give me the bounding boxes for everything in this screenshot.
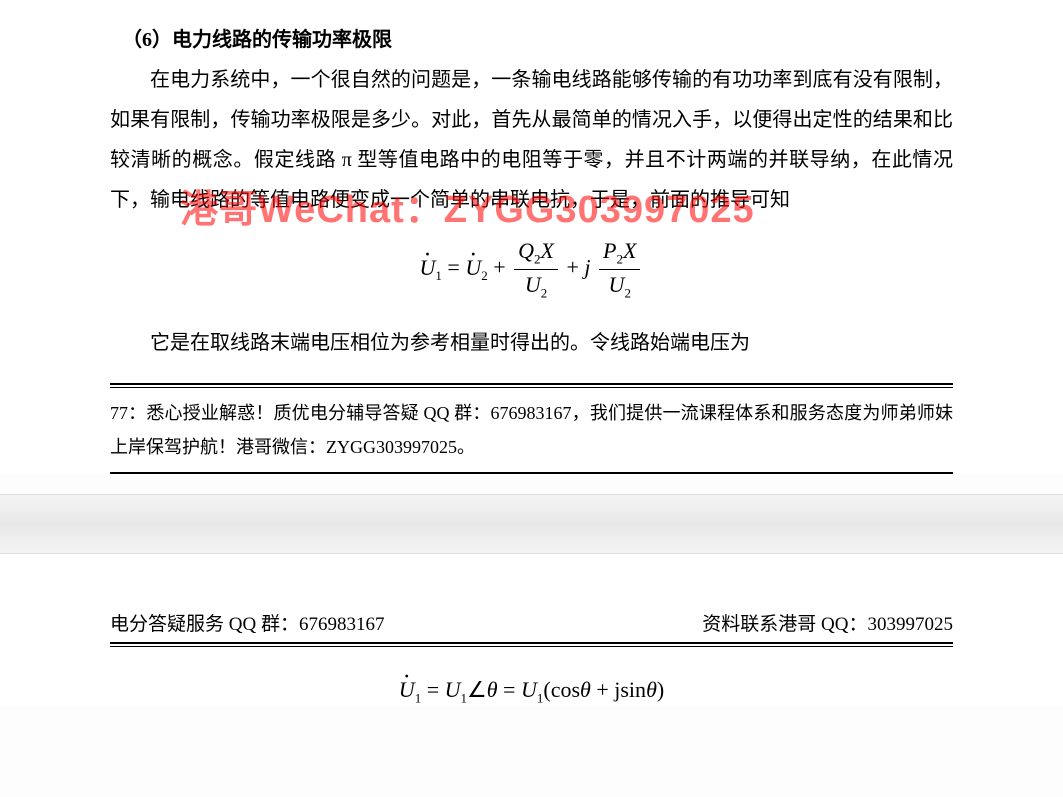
page2-header: 电分答疑服务 QQ 群：676983167 资料联系港哥 QQ：30399702… <box>110 609 953 642</box>
section-title-text: 电力线路的传输功率极限 <box>172 29 392 51</box>
equation-2: U1 = U1∠θ = U1(cosθ + jsinθ) <box>110 677 953 706</box>
eq1-frac2: P2X U2 <box>599 238 640 301</box>
page-1: （6）电力线路的传输功率极限 港哥WeChat：ZYGG303997025 在电… <box>0 0 1063 474</box>
section-number: （6） <box>122 29 172 51</box>
section-heading: （6）电力线路的传输功率极限 <box>110 20 953 60</box>
paragraph-2: 它是在取线路末端电压相位为参考相量时得出的。令线路始端电压为 <box>110 323 953 363</box>
eq2-u1: U <box>399 677 415 703</box>
header-right: 资料联系港哥 QQ：303997025 <box>702 609 953 636</box>
paragraph-container: 港哥WeChat：ZYGG303997025 在电力系统中，一个很自然的问题是，… <box>110 60 953 220</box>
eq1-j: j <box>584 255 590 280</box>
page-2: 电分答疑服务 QQ 群：676983167 资料联系港哥 QQ：30399702… <box>0 554 1063 706</box>
equation-1: U1 = U2 + Q2X U2 + j P2X U2 <box>110 238 953 301</box>
eq1-u2: U <box>465 255 481 281</box>
divider-single <box>110 472 953 474</box>
divider-double <box>110 383 953 388</box>
eq1-u1: U <box>420 255 436 281</box>
page-gap <box>0 494 1063 554</box>
eq1-frac1: Q2X U2 <box>514 238 558 301</box>
footnote-text: 77：悉心授业解惑！质优电分辅导答疑 QQ 群：676983167，我们提供一流… <box>110 396 953 464</box>
header-left: 电分答疑服务 QQ 群：676983167 <box>110 609 384 636</box>
paragraph-1: 在电力系统中，一个很自然的问题是，一条输电线路能够传输的有功功率到底有没有限制，… <box>110 60 953 220</box>
header-divider <box>110 642 953 647</box>
